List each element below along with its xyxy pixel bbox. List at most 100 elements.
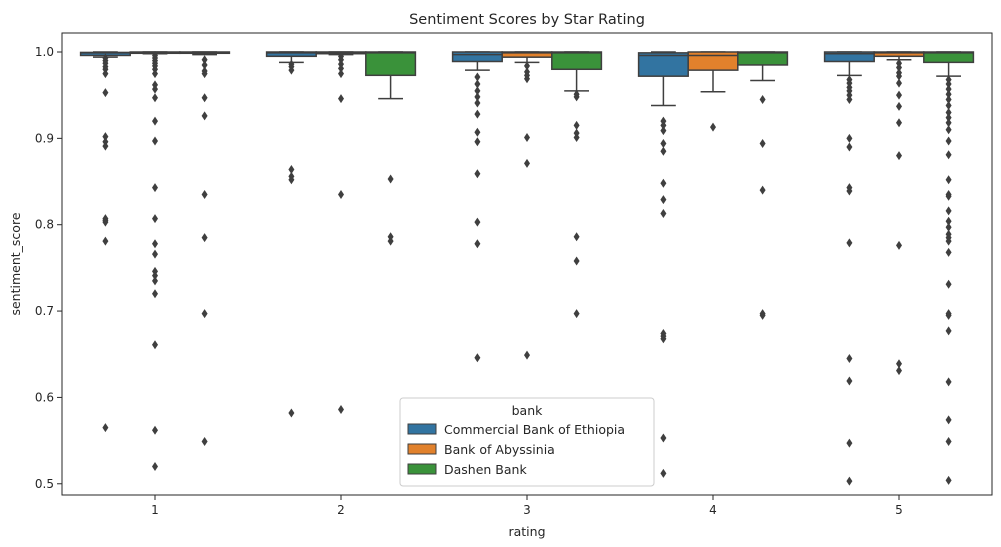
legend-title: bank bbox=[512, 403, 544, 418]
outlier-point bbox=[945, 125, 952, 135]
legend-entry-label: Dashen Bank bbox=[444, 462, 527, 477]
outlier-point bbox=[201, 55, 208, 65]
legend-swatch bbox=[407, 443, 437, 455]
box bbox=[923, 51, 975, 64]
outlier-point bbox=[945, 113, 952, 123]
outlier-point bbox=[846, 142, 853, 152]
legend: bank Commercial Bank of Ethiopia Bank of A… bbox=[399, 397, 655, 487]
outlier-point bbox=[945, 94, 952, 104]
outlier-point bbox=[896, 359, 902, 369]
outlier-point bbox=[846, 186, 853, 196]
outlier-point bbox=[896, 71, 902, 81]
outlier-point bbox=[524, 158, 530, 168]
outlier-point bbox=[338, 69, 344, 79]
outlier-point bbox=[710, 122, 716, 132]
outlier-point bbox=[102, 88, 109, 98]
y-tick-label: 0.9 bbox=[35, 131, 54, 145]
outlier-point bbox=[201, 93, 208, 103]
outlier-point bbox=[896, 101, 902, 111]
box-group bbox=[451, 51, 503, 363]
outlier-point bbox=[846, 438, 853, 448]
outlier-point bbox=[288, 65, 295, 75]
outlier-point bbox=[945, 206, 952, 216]
outlier-point bbox=[945, 136, 952, 146]
y-axis-title: sentiment_score bbox=[8, 212, 23, 315]
outlier-point bbox=[896, 78, 902, 88]
box-group bbox=[551, 51, 603, 319]
outlier-point bbox=[474, 92, 481, 102]
box-group bbox=[501, 51, 553, 360]
outlier-point bbox=[945, 222, 952, 232]
outlier-point bbox=[338, 94, 344, 104]
outlier-point bbox=[896, 151, 902, 161]
y-tick-label: 0.7 bbox=[35, 304, 54, 318]
outlier-point bbox=[660, 146, 667, 156]
outlier-point bbox=[945, 310, 952, 320]
outlier-point bbox=[201, 436, 208, 446]
outlier-point bbox=[338, 63, 344, 73]
outlier-point bbox=[945, 236, 952, 246]
outlier-point bbox=[660, 178, 667, 188]
x-tick-label: 3 bbox=[523, 503, 531, 517]
x-tick-label: 5 bbox=[895, 503, 903, 517]
box bbox=[737, 51, 789, 66]
y-tick-label: 0.5 bbox=[35, 477, 54, 491]
outlier-point bbox=[945, 326, 952, 336]
legend-entry-label: Commercial Bank of Ethiopia bbox=[444, 422, 625, 437]
outlier-point bbox=[102, 69, 109, 79]
outlier-point bbox=[152, 214, 158, 224]
outlier-point bbox=[759, 185, 766, 195]
outlier-point bbox=[846, 238, 853, 248]
x-axis-title: rating bbox=[508, 524, 545, 539]
outlier-point bbox=[474, 169, 481, 179]
outlier-point bbox=[102, 423, 109, 433]
outlier-point bbox=[660, 120, 667, 130]
outlier-point bbox=[474, 353, 481, 363]
outlier-point bbox=[152, 249, 158, 259]
y-tick-label: 1.0 bbox=[35, 45, 54, 59]
outlier-point bbox=[896, 63, 902, 73]
outlier-point bbox=[945, 377, 952, 387]
legend-swatch bbox=[407, 463, 437, 475]
x-tick-label: 4 bbox=[709, 503, 717, 517]
y-tick-label: 0.8 bbox=[35, 218, 54, 232]
x-tick-label: 1 bbox=[151, 503, 159, 517]
outlier-point bbox=[474, 109, 481, 119]
outlier-point bbox=[152, 136, 158, 146]
box-group bbox=[823, 51, 875, 486]
outlier-point bbox=[102, 132, 109, 142]
outlier-point bbox=[945, 436, 952, 446]
outlier-point bbox=[846, 354, 853, 364]
outlier-point bbox=[759, 94, 766, 104]
outlier-point bbox=[152, 69, 158, 79]
x-tick-label: 2 bbox=[337, 503, 345, 517]
outlier-point bbox=[152, 239, 158, 249]
outlier-point bbox=[573, 256, 580, 266]
box-group bbox=[737, 51, 789, 320]
outlier-point bbox=[201, 189, 208, 199]
y-tick-label: 0.6 bbox=[35, 390, 54, 404]
outlier-point bbox=[660, 468, 667, 478]
outlier-point bbox=[524, 350, 530, 360]
outlier-point bbox=[945, 89, 952, 99]
outlier-point bbox=[201, 69, 208, 79]
box bbox=[637, 52, 689, 77]
outlier-point bbox=[945, 175, 952, 185]
outlier-point bbox=[387, 174, 394, 184]
outlier-point bbox=[945, 118, 952, 128]
legend-swatch bbox=[407, 423, 437, 435]
box-group bbox=[687, 51, 739, 132]
outlier-point bbox=[945, 475, 952, 485]
outlier-point bbox=[152, 462, 158, 472]
outlier-point bbox=[201, 233, 208, 243]
legend-frame bbox=[399, 397, 655, 487]
outlier-point bbox=[288, 175, 295, 185]
box-group bbox=[637, 51, 689, 478]
outlier-point bbox=[201, 309, 208, 319]
outlier-point bbox=[152, 93, 158, 103]
outlier-point bbox=[945, 79, 952, 89]
outlier-point bbox=[846, 476, 853, 486]
outlier-point bbox=[338, 405, 344, 415]
box-group bbox=[923, 51, 975, 485]
